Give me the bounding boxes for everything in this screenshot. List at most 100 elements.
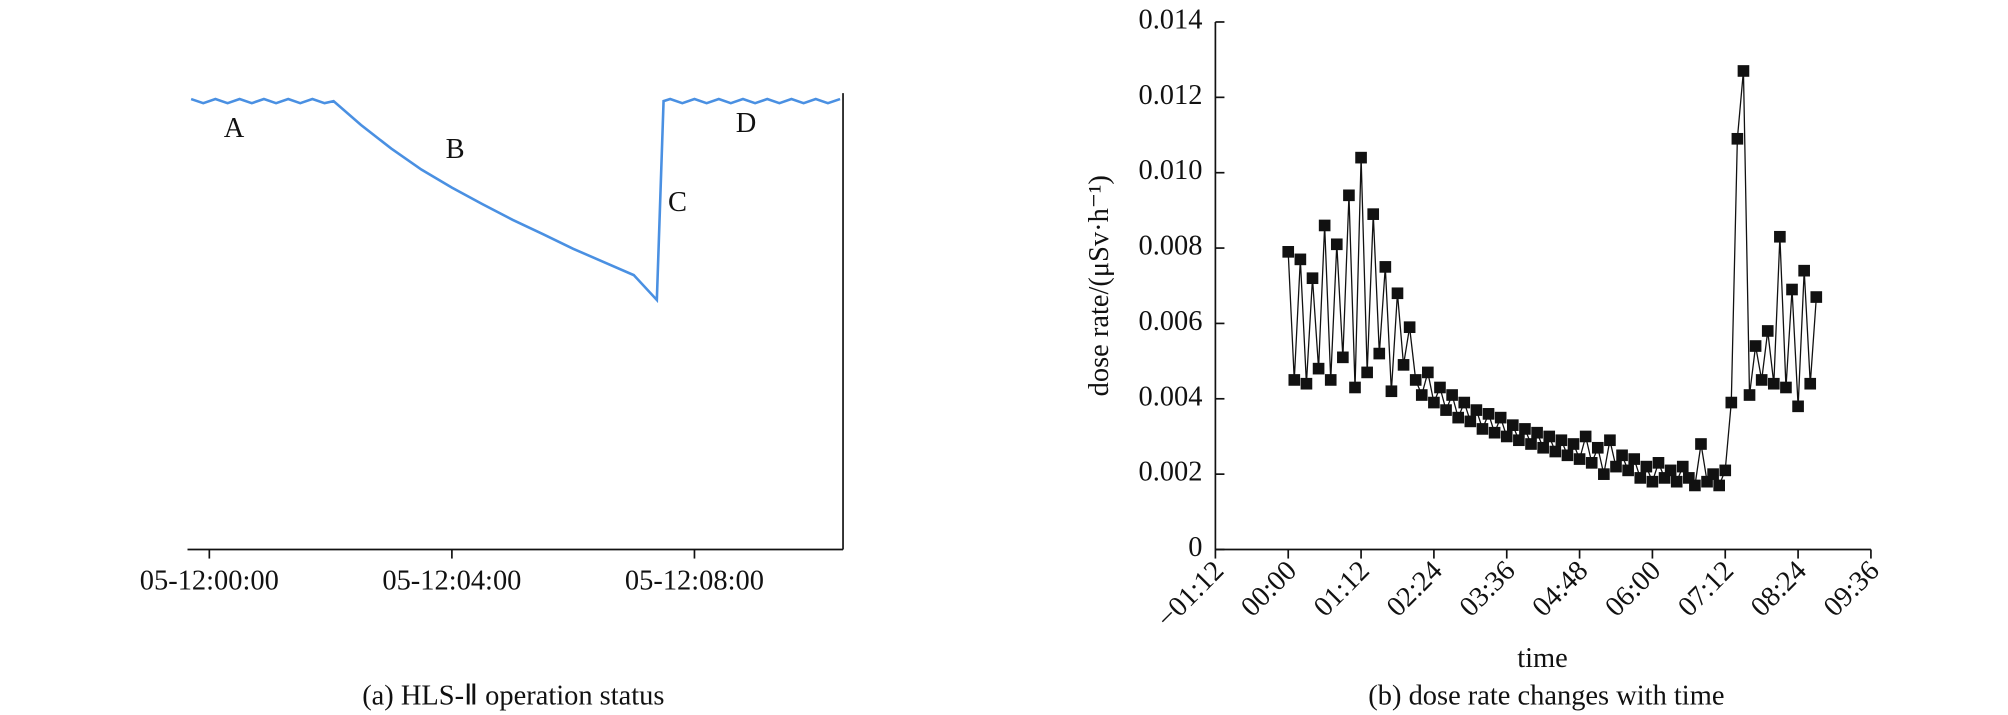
x-tick-label: 00:00 [1235,555,1303,623]
marker [1343,189,1355,202]
marker [1415,389,1428,401]
marker [1713,479,1725,492]
x-tick-label: 09:36 [1818,555,1886,623]
marker [1488,426,1501,439]
marker [1391,287,1404,300]
data-line [1287,70,1818,488]
marker [1689,479,1701,492]
marker [1804,377,1817,390]
marker [1743,389,1756,401]
marker [1616,449,1628,462]
y-tick-label: 0.006 [1138,306,1202,337]
marker [1494,411,1507,424]
marker [1409,374,1422,386]
marker [1397,359,1410,371]
marker [1737,65,1750,77]
marker [1767,377,1780,390]
marker [1482,408,1495,420]
marker [1519,423,1531,435]
marker [1458,396,1471,409]
annotation: A [224,113,245,144]
marker [1579,430,1592,443]
marker [1361,366,1373,379]
y-axis-title: dose rate/(μSv·h⁻¹) [1084,175,1115,396]
marker [1707,468,1719,480]
x-tick-label: −01:12 [1151,555,1230,634]
marker [1282,246,1295,258]
marker [1312,362,1325,375]
marker [1306,272,1319,285]
marker [1476,423,1489,435]
marker [1555,434,1568,447]
marker [1525,438,1537,450]
x-tick-label: 05-12:04:00 [382,566,521,597]
caption: (a) HLS-Ⅱ operation status [362,681,664,712]
marker [1549,445,1562,458]
marker [1446,389,1458,401]
marker [1300,377,1313,390]
marker [1640,460,1653,473]
marker [1428,396,1440,409]
x-tick-label: 07:12 [1672,555,1740,623]
x-tick-label: 06:00 [1599,555,1667,623]
y-tick-label: 0 [1188,532,1202,563]
x-axis-title: time [1517,643,1568,674]
marker [1658,472,1671,484]
marker [1373,347,1386,360]
marker [1719,464,1732,477]
marker [1604,434,1616,447]
caption: (b) dose rate changes with time [1368,681,1724,712]
x-tick-label: 05-12:00:00 [140,566,279,597]
marker [1780,381,1792,394]
marker [1573,453,1586,465]
marker [1288,374,1301,386]
marker [1749,340,1762,352]
marker [1324,374,1337,386]
marker [1440,404,1452,416]
marker [1670,475,1683,488]
marker [1537,441,1549,454]
annotation: C [668,187,687,218]
x-tick-label: 08:24 [1745,555,1813,623]
marker [1774,230,1786,243]
marker [1634,472,1647,484]
marker [1628,453,1641,465]
marker [1330,238,1343,251]
marker [1434,381,1446,394]
y-tick-label: 0.012 [1138,80,1202,111]
marker [1543,430,1556,443]
marker [1470,404,1483,416]
marker [1792,400,1804,413]
marker [1652,457,1665,469]
marker [1585,457,1598,469]
marker [1349,381,1361,394]
marker [1513,434,1525,447]
y-tick-label: 0.002 [1138,457,1202,488]
marker [1318,219,1331,232]
x-tick-label: 04:48 [1527,555,1595,623]
marker [1646,475,1659,488]
x-tick-label: 01:12 [1308,555,1376,623]
y-tick-label: 0.014 [1138,5,1202,36]
y-tick-label: 0.008 [1138,231,1202,262]
marker [1731,132,1744,145]
marker [1761,325,1774,337]
data-line [190,97,841,304]
marker [1567,438,1580,450]
annotation: B [446,134,465,165]
marker [1355,151,1367,164]
marker [1403,321,1416,334]
marker [1422,366,1434,379]
marker [1294,253,1307,266]
marker [1500,430,1513,443]
marker [1810,291,1823,303]
marker [1676,460,1689,473]
marker [1337,351,1349,364]
x-tick-label: 02:24 [1381,555,1449,623]
x-tick-label: 05-12:08:00 [625,566,764,597]
marker [1798,264,1810,277]
marker [1610,460,1622,473]
marker [1622,464,1634,477]
marker [1725,396,1738,409]
